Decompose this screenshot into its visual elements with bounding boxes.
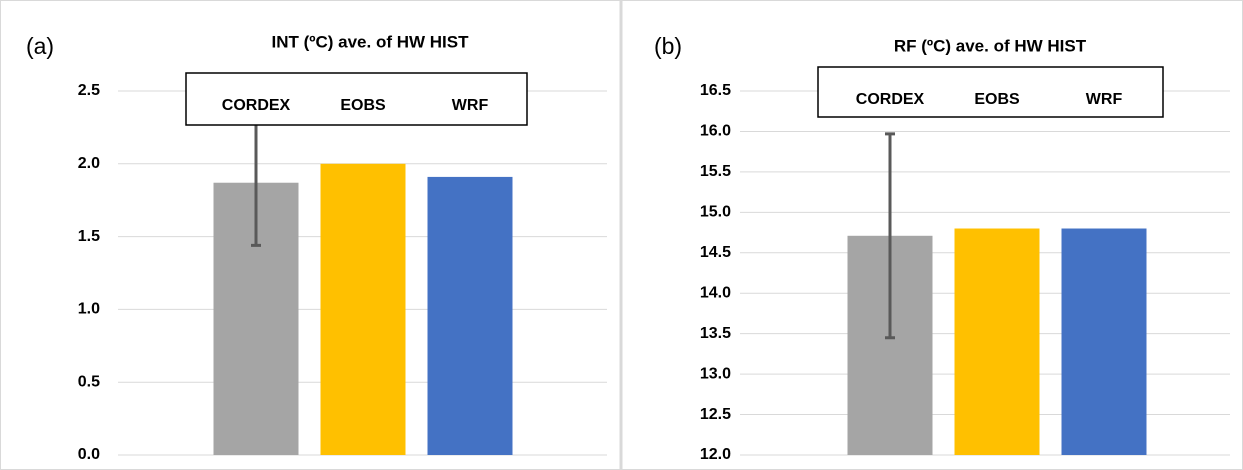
y-tick-label: 15.5 bbox=[700, 163, 731, 180]
chart-title: RF (ºC) ave. of HW HIST bbox=[894, 36, 1087, 55]
legend-label: CORDEX bbox=[222, 97, 291, 114]
legend-label: EOBS bbox=[974, 91, 1020, 108]
y-tick-label: 12.0 bbox=[700, 446, 731, 463]
y-tick-label: 13.0 bbox=[700, 365, 731, 382]
bar bbox=[954, 228, 1040, 455]
bar bbox=[1061, 228, 1147, 455]
y-tick-label: 0.5 bbox=[78, 373, 100, 390]
panel-label: (b) bbox=[654, 33, 682, 59]
y-tick-label: 2.5 bbox=[78, 82, 100, 99]
y-tick-label: 16.5 bbox=[700, 82, 731, 99]
y-tick-label: 14.5 bbox=[700, 244, 731, 261]
y-tick-label: 16.0 bbox=[700, 123, 731, 140]
y-tick-label: 1.0 bbox=[78, 301, 100, 318]
bar bbox=[320, 163, 406, 456]
legend-box bbox=[817, 66, 1164, 118]
legend-label: WRF bbox=[452, 97, 489, 114]
y-tick-label: 15.0 bbox=[700, 204, 731, 221]
chart-title: INT (ºC) ave. of HW HIST bbox=[272, 32, 470, 51]
error-bar bbox=[885, 132, 895, 340]
panel-label: (a) bbox=[26, 33, 54, 59]
legend-label: CORDEX bbox=[856, 91, 925, 108]
legend-box bbox=[185, 72, 528, 126]
y-tick-label: 2.0 bbox=[78, 155, 100, 172]
y-tick-label: 14.0 bbox=[700, 284, 731, 301]
y-tick-label: 0.0 bbox=[78, 446, 100, 463]
y-tick-label: 1.5 bbox=[78, 228, 100, 245]
y-tick-label: 13.5 bbox=[700, 325, 731, 342]
bar bbox=[427, 176, 513, 456]
legend-label: WRF bbox=[1086, 91, 1123, 108]
legend-label: EOBS bbox=[340, 97, 386, 114]
y-tick-label: 12.5 bbox=[700, 406, 731, 423]
